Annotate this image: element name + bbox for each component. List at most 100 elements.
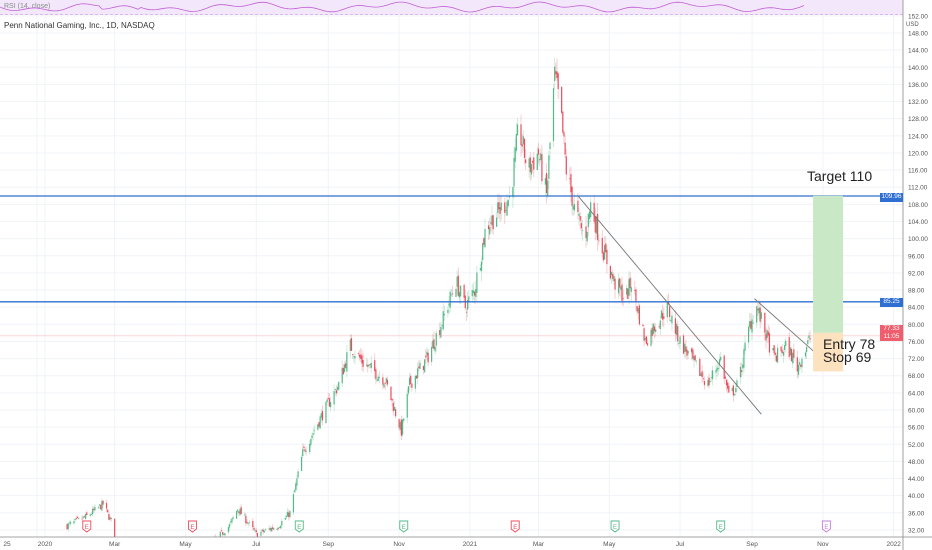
candle: [369, 364, 371, 365]
candle: [604, 245, 606, 260]
candle: [475, 289, 477, 297]
earnings-badge: [510, 520, 520, 533]
candle: [522, 136, 524, 145]
candle: [747, 326, 750, 343]
candle: [252, 520, 254, 528]
candle: [788, 337, 790, 357]
candle: [717, 368, 719, 369]
candle: [685, 346, 687, 352]
candle: [693, 356, 695, 361]
candle: [621, 284, 623, 301]
candle: [707, 380, 709, 387]
candle: [317, 424, 319, 430]
earnings-badge: [294, 520, 304, 533]
price-tick-label: 92.00: [908, 270, 925, 277]
candle: [97, 506, 100, 508]
candle: [398, 419, 400, 428]
candle: [100, 504, 102, 510]
candle: [273, 528, 275, 530]
candle: [328, 398, 331, 407]
candle: [66, 524, 68, 530]
candle: [554, 66, 556, 82]
candle: [505, 209, 507, 211]
candle: [295, 483, 297, 491]
candle: [701, 371, 703, 378]
candle: [407, 386, 409, 394]
candle: [341, 367, 343, 384]
time-tick-label: Nov: [817, 541, 829, 548]
price-tick-label: 72.00: [908, 356, 925, 363]
candle: [720, 356, 722, 361]
candle: [441, 325, 443, 326]
candle: [790, 349, 793, 362]
candle: [512, 187, 514, 198]
candle: [288, 512, 290, 518]
candle: [646, 343, 649, 346]
candle: [496, 217, 498, 227]
candle: [440, 327, 442, 338]
candle: [718, 359, 721, 366]
candle: [622, 298, 624, 300]
candle: [547, 180, 549, 197]
candle: [564, 142, 566, 155]
trendline: [754, 298, 818, 355]
candle: [433, 339, 435, 349]
candle: [711, 370, 714, 380]
candle: [67, 523, 69, 530]
rsi-line: [0, 1, 805, 13]
candle: [359, 354, 361, 358]
candle: [320, 413, 322, 418]
candle: [255, 530, 257, 533]
candle: [782, 351, 784, 356]
candle: [385, 378, 387, 383]
candle: [411, 383, 413, 388]
candle: [797, 364, 800, 375]
candle: [724, 376, 726, 379]
price-axis-bg: [903, 0, 932, 550]
price-tick-label: 144.00: [908, 48, 928, 55]
candle: [465, 311, 468, 313]
candle: [303, 446, 305, 448]
candle: [105, 503, 108, 509]
candle: [749, 321, 751, 328]
price-tick-label: 32.00: [908, 527, 925, 534]
time-tick-label: Sep: [322, 541, 334, 548]
candle: [463, 284, 465, 298]
stop-zone: [813, 332, 844, 372]
time-tick-label: May: [179, 541, 192, 548]
candle: [781, 350, 783, 354]
candle: [231, 518, 233, 523]
candle: [614, 278, 616, 290]
candle: [652, 323, 654, 334]
candle: [663, 316, 665, 319]
candle: [581, 229, 584, 231]
candle: [489, 227, 491, 235]
candle: [768, 333, 771, 353]
candle: [613, 275, 615, 281]
candle: [76, 516, 79, 518]
candle: [473, 291, 476, 296]
candle: [630, 287, 632, 292]
candle: [227, 527, 230, 533]
earnings-marker: E: [399, 520, 409, 533]
candle: [256, 533, 259, 537]
candle: [736, 380, 738, 387]
rsi-label: RSI (14, close): [4, 3, 51, 10]
candle: [456, 276, 458, 287]
candle: [506, 201, 508, 216]
candle: [758, 307, 760, 314]
earnings-label: E: [85, 525, 89, 531]
candle: [653, 326, 656, 332]
candles: [66, 57, 811, 538]
candle: [500, 202, 502, 211]
candle: [804, 352, 807, 357]
candle: [443, 313, 445, 316]
candle: [585, 226, 587, 239]
candle: [410, 375, 412, 384]
candle: [269, 528, 271, 531]
candle: [666, 301, 668, 318]
candle: [515, 134, 517, 151]
candle: [548, 155, 550, 179]
price-tick-label: 120.00: [908, 150, 928, 157]
